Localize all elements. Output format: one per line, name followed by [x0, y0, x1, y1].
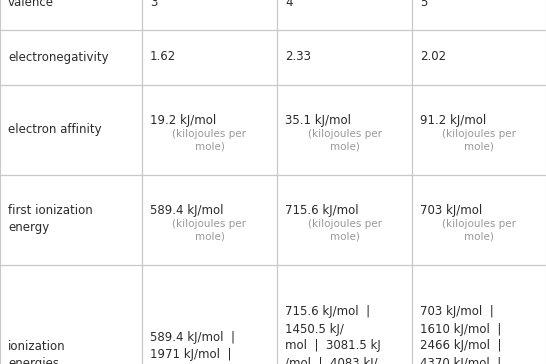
Text: valence: valence: [8, 0, 54, 8]
Text: (kilojoules per
mole): (kilojoules per mole): [307, 219, 382, 241]
Bar: [277, 265, 412, 364]
Bar: [142, 84, 277, 174]
Text: 2.02: 2.02: [420, 51, 446, 63]
Text: 703 kJ/mol  |
1610 kJ/mol  |
2466 kJ/mol  |
4370 kJ/mol  |
5400 kJ/mol  |
8520 k: 703 kJ/mol | 1610 kJ/mol | 2466 kJ/mol |…: [420, 305, 501, 364]
Bar: [412, 265, 546, 364]
Bar: [0, 29, 142, 84]
Text: 19.2 kJ/mol: 19.2 kJ/mol: [150, 114, 216, 127]
Bar: [0, 84, 142, 174]
Bar: [412, 84, 546, 174]
Text: 589.4 kJ/mol  |
1971 kJ/mol  |
2878 kJ/mol: 589.4 kJ/mol | 1971 kJ/mol | 2878 kJ/mol: [150, 331, 235, 364]
Text: 715.6 kJ/mol: 715.6 kJ/mol: [285, 204, 359, 217]
Text: 4: 4: [285, 0, 293, 8]
Text: 715.6 kJ/mol  |
1450.5 kJ/
mol  |  3081.5 kJ
/mol  |  4083 kJ/
mol  |  6640 kJ/
: 715.6 kJ/mol | 1450.5 kJ/ mol | 3081.5 k…: [285, 305, 381, 364]
Text: (kilojoules per
mole): (kilojoules per mole): [442, 129, 516, 151]
Text: (kilojoules per
mole): (kilojoules per mole): [442, 219, 516, 241]
Bar: [277, 29, 412, 84]
Text: (kilojoules per
mole): (kilojoules per mole): [173, 219, 246, 241]
Text: (kilojoules per
mole): (kilojoules per mole): [307, 129, 382, 151]
Bar: [277, 84, 412, 174]
Bar: [142, 174, 277, 265]
Bar: [142, 29, 277, 84]
Bar: [412, 29, 546, 84]
Text: electron affinity: electron affinity: [8, 123, 102, 136]
Text: first ionization
energy: first ionization energy: [8, 205, 93, 234]
Text: 91.2 kJ/mol: 91.2 kJ/mol: [420, 114, 486, 127]
Text: 3: 3: [150, 0, 157, 8]
Text: 5: 5: [420, 0, 428, 8]
Bar: [0, 174, 142, 265]
Text: 703 kJ/mol: 703 kJ/mol: [420, 204, 482, 217]
Text: (kilojoules per
mole): (kilojoules per mole): [173, 129, 246, 151]
Text: ionization
energies: ionization energies: [8, 340, 66, 364]
Bar: [277, 0, 412, 29]
Text: 589.4 kJ/mol: 589.4 kJ/mol: [150, 204, 223, 217]
Bar: [277, 174, 412, 265]
Text: electronegativity: electronegativity: [8, 51, 109, 63]
Text: 1.62: 1.62: [150, 51, 176, 63]
Bar: [412, 0, 546, 29]
Text: 35.1 kJ/mol: 35.1 kJ/mol: [285, 114, 351, 127]
Text: 2.33: 2.33: [285, 51, 311, 63]
Bar: [142, 265, 277, 364]
Bar: [0, 0, 142, 29]
Bar: [142, 0, 277, 29]
Bar: [0, 265, 142, 364]
Bar: [412, 174, 546, 265]
